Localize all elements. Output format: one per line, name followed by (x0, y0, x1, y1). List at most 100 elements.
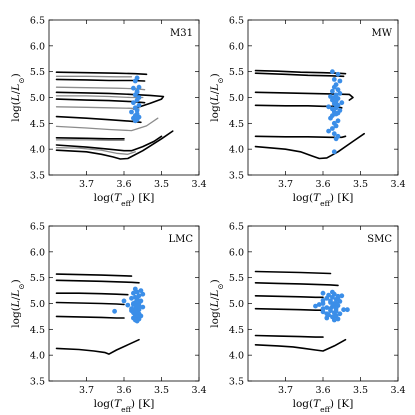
star-point (324, 311, 330, 317)
star-point (328, 298, 333, 304)
x-tick-label: 3.5 (353, 179, 368, 190)
evolutionary-track (55, 279, 140, 284)
x-tick-label: 3.7 (79, 385, 94, 396)
x-tick-label: 3.4 (390, 385, 405, 396)
evolutionary-track (55, 292, 129, 296)
star-point (333, 105, 339, 111)
y-tick-label: 4.0 (30, 145, 45, 156)
plot-frame (48, 225, 200, 382)
star-point (333, 136, 339, 142)
panel-lmc: 3.7 3.6 3.5 3.4 3.5 4.0 4.5 5.0 5.5 6.0 6.5 LMC log(… (10, 222, 207, 414)
star-point (335, 118, 341, 124)
star-point (313, 303, 318, 309)
plot-frame (48, 19, 200, 176)
evolutionary-track (55, 137, 125, 140)
evolutionary-track (55, 301, 125, 306)
panel-label: MW (371, 28, 392, 39)
plot-frame (247, 19, 399, 176)
y-tick-label: 3.5 (30, 171, 45, 182)
star-point (331, 131, 337, 137)
star-point (134, 295, 140, 301)
y-tick-label: 4.5 (229, 325, 244, 336)
y-tick-label: 6.0 (229, 41, 244, 52)
y-axis-label: log(L/L⊙) (209, 73, 225, 121)
star-point (337, 91, 343, 96)
evolutionary-track (55, 106, 140, 110)
evolutionary-track (254, 281, 339, 287)
y-tick-label: 5.0 (30, 299, 45, 310)
evolutionary-track (254, 72, 345, 78)
evolutionary-track (254, 270, 332, 275)
star-point (335, 316, 341, 322)
x-tick-label: 3.7 (278, 385, 293, 396)
star-point (331, 149, 337, 155)
x-tick-label: 3.6 (315, 385, 330, 396)
evolutionary-track (254, 132, 366, 160)
star-point (333, 123, 339, 129)
evolutionary-track (55, 135, 163, 152)
star-point (324, 315, 330, 321)
star-point (333, 308, 339, 314)
star-point (134, 289, 140, 295)
evolutionary-track (55, 115, 142, 124)
star-point (132, 118, 138, 124)
x-axis-label: log(Teff) [K] (293, 398, 354, 414)
evolutionary-track (55, 315, 125, 319)
star-point (335, 71, 341, 77)
y-axis-label: log(L/L⊙) (209, 279, 225, 327)
y-tick-label: 5.5 (229, 67, 244, 78)
star-point (328, 115, 333, 121)
star-point (129, 295, 134, 301)
star-point (330, 97, 335, 103)
star-point (331, 317, 337, 323)
star-point (316, 302, 322, 307)
star-point (339, 100, 345, 106)
star-point (132, 308, 138, 314)
y-tick-label: 6.5 (30, 222, 45, 233)
x-tick-label: 3.5 (353, 385, 368, 396)
star-point (330, 126, 335, 131)
y-tick-label: 4.5 (30, 325, 45, 336)
x-tick-label: 3.6 (315, 179, 330, 190)
evolutionary-track (254, 307, 324, 312)
star-point (330, 69, 335, 75)
y-tick-label: 6.0 (30, 41, 45, 52)
star-point (320, 301, 326, 306)
x-tick-label: 3.7 (278, 179, 293, 190)
y-tick-label: 5.5 (229, 273, 244, 284)
y-tick-label: 3.5 (229, 171, 244, 182)
star-point (330, 294, 335, 300)
y-tick-label: 4.5 (30, 119, 45, 130)
star-point (131, 100, 136, 106)
y-tick-label: 6.0 (229, 247, 244, 258)
evolutionary-track (55, 95, 144, 99)
x-tick-label: 3.5 (154, 385, 169, 396)
star-point (131, 85, 136, 91)
star-point (138, 288, 144, 293)
star-point (331, 101, 337, 107)
star-point (331, 77, 337, 82)
x-axis-label: log(Teff) [K] (94, 192, 155, 208)
y-tick-label: 5.0 (229, 93, 244, 104)
star-point (335, 87, 341, 93)
x-tick-label: 3.4 (191, 385, 206, 396)
star-point (134, 97, 140, 103)
star-point (320, 306, 326, 312)
x-tick-label: 3.4 (390, 179, 405, 190)
star-point (320, 290, 326, 296)
x-tick-label: 3.7 (79, 179, 94, 190)
y-axis-label: log(L/L⊙) (10, 73, 26, 121)
panel-label: SMC (367, 234, 392, 245)
y-tick-label: 6.5 (30, 16, 45, 27)
star-point (140, 304, 146, 310)
star-point (326, 128, 331, 134)
evolutionary-track (55, 91, 165, 110)
star-point (339, 293, 345, 299)
y-tick-label: 6.5 (229, 16, 244, 27)
evolutionary-track (55, 338, 140, 355)
panel-label: LMC (168, 234, 193, 245)
star-point (330, 88, 335, 94)
panel-m31: 3.7 3.6 3.5 3.4 3.5 4.0 4.5 5.0 5.5 6.0 6.5 M31 log(… (10, 16, 207, 208)
y-tick-label: 3.5 (30, 377, 45, 388)
